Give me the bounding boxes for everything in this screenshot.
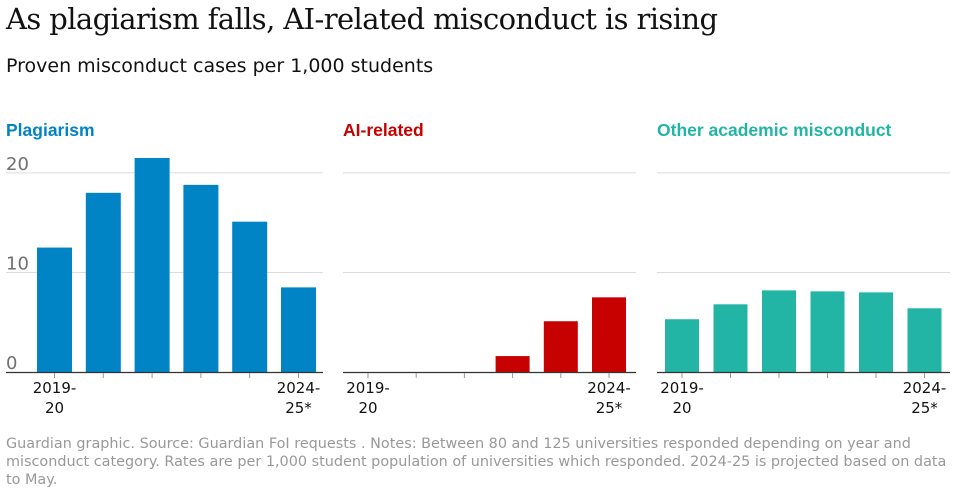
panel-title-ai-related: AI-related — [343, 120, 424, 140]
chart-title: As plagiarism falls, AI-related miscondu… — [6, 2, 718, 36]
panel-title-other-academic-misconduct: Other academic misconduct — [657, 120, 892, 140]
bar-plagiarism-2020-21 — [85, 192, 121, 372]
bar-other-academic-misconduct-2019-20 — [665, 319, 699, 372]
x-tick-label: 2019- — [33, 379, 77, 397]
bar-other-academic-misconduct-2024-25 — [907, 308, 942, 372]
bar-other-academic-misconduct-2021-22 — [762, 290, 796, 372]
bar-plagiarism-2022-23 — [183, 184, 219, 372]
bar-ai-related-2023-24 — [543, 321, 578, 372]
bar-other-academic-misconduct-2022-23 — [810, 291, 845, 372]
x-tick-label: 20 — [45, 399, 64, 417]
panel-title-plagiarism: Plagiarism — [6, 120, 95, 140]
small-multiples-chart: Plagiarism 0 10 20 2019- 20 2024- 25* AI-related… — [6, 120, 950, 417]
bar-ai-related-2022-23 — [495, 356, 530, 372]
bar-ai-related-2024-25 — [592, 297, 626, 372]
x-tick-label: 2019- — [660, 379, 704, 397]
bar-plagiarism-2021-22 — [134, 157, 170, 372]
x-tick-label: 2024- — [587, 379, 631, 397]
bar-other-academic-misconduct-2020-21 — [713, 304, 748, 372]
x-tick-label: 2024- — [277, 379, 321, 397]
source-notes: Guardian graphic. Source: Guardian FoI r… — [6, 436, 947, 488]
bar-plagiarism-2019-20 — [37, 247, 72, 372]
y-tick-label: 0 — [6, 353, 17, 374]
x-tick-label: 20 — [672, 399, 691, 417]
bar-plagiarism-2024-25 — [281, 287, 316, 372]
chart-subtitle: Proven misconduct cases per 1,000 studen… — [6, 55, 434, 77]
x-tick-label: 2024- — [903, 379, 947, 397]
x-tick-label: 25* — [596, 399, 623, 417]
bar-other-academic-misconduct-2023-24 — [859, 292, 893, 372]
x-tick-label: 25* — [911, 399, 938, 417]
y-tick-label: 10 — [6, 253, 29, 274]
y-tick-label: 20 — [6, 154, 29, 175]
bar-plagiarism-2023-24 — [232, 221, 268, 372]
x-tick-label: 25* — [285, 399, 312, 417]
x-tick-label: 2019- — [346, 379, 390, 397]
x-tick-label: 20 — [358, 399, 377, 417]
